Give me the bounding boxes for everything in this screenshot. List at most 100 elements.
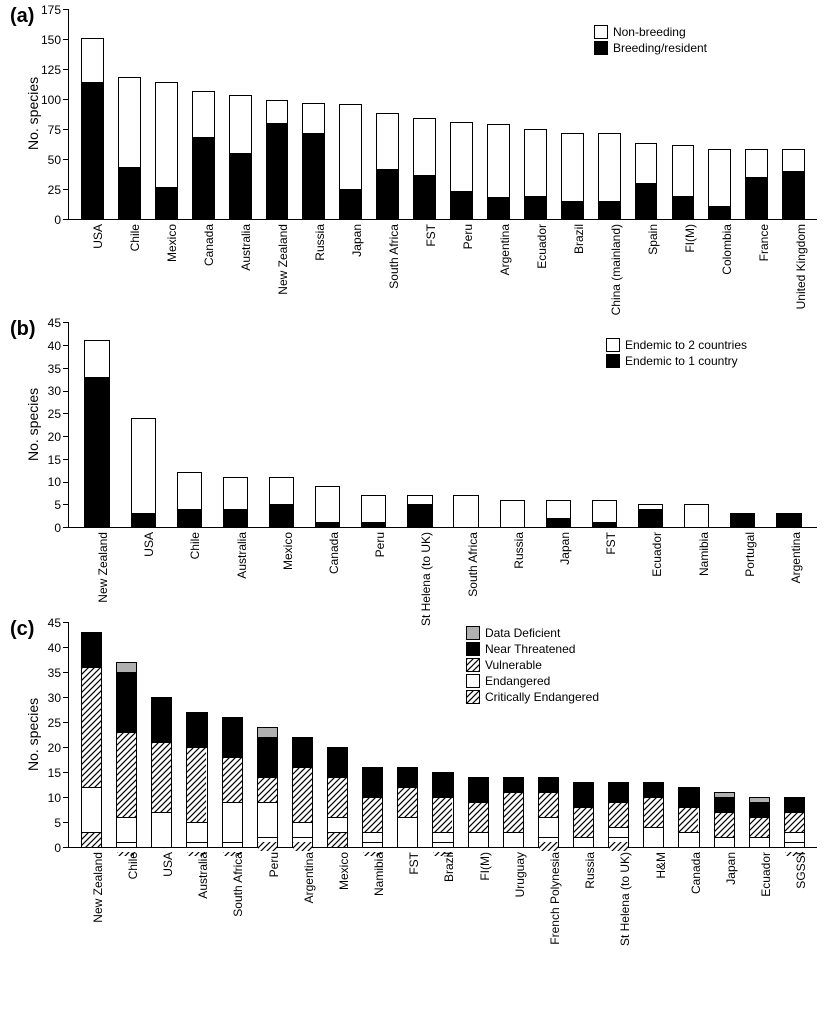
bar-segment xyxy=(561,201,584,219)
y-tick-label: 150 xyxy=(41,33,69,47)
x-tick-label: Japan xyxy=(558,532,572,565)
bar-segment xyxy=(131,513,156,527)
y-tick-label: 15 xyxy=(48,453,69,467)
bar-segment xyxy=(776,513,801,527)
bar-segment xyxy=(487,124,510,197)
bar-segment xyxy=(678,807,699,832)
bar xyxy=(351,323,397,527)
y-tick-label: 125 xyxy=(41,63,69,77)
x-tick-label: Argentina xyxy=(789,532,803,583)
bar-segment xyxy=(487,197,510,219)
bar-segment xyxy=(608,802,629,827)
bar-segment xyxy=(784,832,805,842)
bar xyxy=(332,10,369,219)
bar-segment xyxy=(186,822,207,842)
bar-segment xyxy=(468,777,489,802)
y-tick-label: 25 xyxy=(48,183,69,197)
bar xyxy=(636,623,671,847)
bar-segment xyxy=(524,196,547,219)
bar-segment xyxy=(84,377,109,527)
bar-segment xyxy=(81,787,102,832)
bar-segment xyxy=(468,832,489,847)
bar-segment xyxy=(608,782,629,802)
bar-segment xyxy=(177,472,202,508)
x-tick-label: Russia xyxy=(313,224,327,261)
x-tick-label: St Helena (to UK) xyxy=(419,532,433,626)
bar-segment xyxy=(635,183,658,219)
x-tick-label: Argentina xyxy=(302,852,316,903)
bar-segment xyxy=(151,742,172,812)
bar-segment xyxy=(81,667,102,787)
bar-segment xyxy=(598,133,621,201)
bar-segment xyxy=(745,149,768,177)
legend-item: Endemic to 1 country xyxy=(606,354,747,368)
figure-panel: (b)No. species051015202530354045Endemic … xyxy=(10,323,817,618)
bar-segment xyxy=(708,149,731,205)
y-axis-label: No. species xyxy=(25,697,41,770)
panel-label: (b) xyxy=(10,318,36,341)
y-tick-label: 35 xyxy=(48,362,69,376)
bar-segment xyxy=(327,747,348,777)
bar xyxy=(777,623,812,847)
bar-segment xyxy=(500,500,525,527)
bar-segment xyxy=(714,812,735,837)
bar xyxy=(74,323,120,527)
bar-segment xyxy=(730,513,755,527)
x-tick-label: Russia xyxy=(512,532,526,569)
y-tick-label: 0 xyxy=(54,213,69,227)
bar xyxy=(295,10,332,219)
y-tick-label: 10 xyxy=(48,475,69,489)
bar xyxy=(535,323,581,527)
bar-segment xyxy=(116,662,137,672)
bar-segment xyxy=(292,767,313,822)
x-tick-label: Portugal xyxy=(743,532,757,577)
bar-segment xyxy=(116,817,137,842)
bar-segment xyxy=(749,817,770,837)
x-tick-label: United Kingdom xyxy=(794,224,808,309)
x-tick-label: Peru xyxy=(373,532,387,557)
bar-segment xyxy=(222,842,243,847)
y-tick-label: 100 xyxy=(41,93,69,107)
x-tick-label: New Zealand xyxy=(276,224,290,295)
x-tick-label: St Helena (to UK) xyxy=(618,852,632,946)
x-tick-label: South Africa xyxy=(387,224,401,289)
bar-segment xyxy=(413,175,436,219)
bar xyxy=(212,323,258,527)
bar-segment xyxy=(315,522,340,527)
bar-segment xyxy=(635,143,658,183)
bar-segment xyxy=(453,495,478,527)
y-tick-label: 40 xyxy=(48,339,69,353)
legend-swatch xyxy=(466,626,480,640)
bar-segment xyxy=(269,477,294,504)
y-tick-label: 175 xyxy=(41,3,69,17)
bar-segment xyxy=(118,167,141,219)
bar xyxy=(179,623,214,847)
bar-segment xyxy=(561,133,584,201)
bar-segment xyxy=(362,832,383,842)
legend-label: Near Threatened xyxy=(485,642,576,656)
x-tick-label: USA xyxy=(161,852,175,877)
bar xyxy=(443,10,480,219)
x-tick-label: Japan xyxy=(724,852,738,885)
bar-segment xyxy=(745,177,768,219)
legend-swatch xyxy=(594,25,608,39)
x-tick-label: Argentina xyxy=(498,224,512,275)
legend-swatch xyxy=(466,642,480,656)
bar-segment xyxy=(222,802,243,842)
bar-segment xyxy=(598,201,621,219)
x-tick-label: South Africa xyxy=(466,532,480,597)
bar-segment xyxy=(397,817,418,847)
bar-segment xyxy=(327,817,348,832)
bar-segment xyxy=(784,842,805,847)
legend-item: Critically Endangered xyxy=(466,690,599,704)
bar-segment xyxy=(643,797,664,827)
bar-segment xyxy=(592,500,617,523)
bar xyxy=(74,623,109,847)
bar-segment xyxy=(229,95,252,153)
bar xyxy=(305,323,351,527)
y-tick-label: 30 xyxy=(48,691,69,705)
y-tick-label: 30 xyxy=(48,384,69,398)
x-tick-label: USA xyxy=(142,532,156,557)
bar-segment xyxy=(81,38,104,82)
bar-segment xyxy=(269,504,294,527)
